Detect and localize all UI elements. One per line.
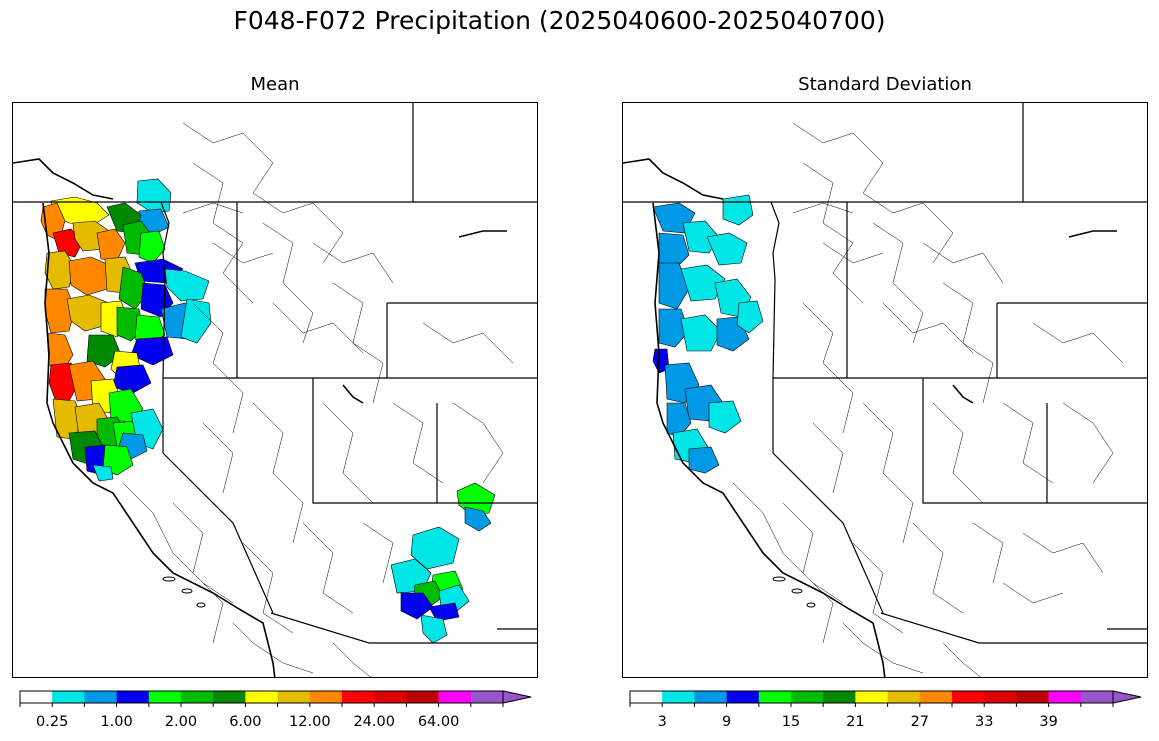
mean-colorbar-segment: [277, 691, 311, 703]
mean-colorbar-tick-label: 1.00: [100, 714, 132, 730]
stddev-colorbar-segment: [823, 691, 856, 703]
mean-colorbar-segment: [52, 691, 85, 703]
mean-colorbar-segment: [374, 691, 407, 703]
stddev-colorbar-segment: [1080, 691, 1114, 703]
mean-colorbar-tick-label: 24.00: [353, 714, 395, 730]
stddev-colorbar-segment: [758, 691, 792, 703]
stddev-colorbar-segment: [984, 691, 1017, 703]
figure-title: F048-F072 Precipitation (2025040600-2025…: [233, 6, 886, 35]
mean-colorbar-segment: [406, 691, 439, 703]
mean-colorbar-segment: [181, 691, 214, 703]
stddev-colorbar-segment: [919, 691, 953, 703]
mean-colorbar-outline: [19, 690, 504, 704]
mean-colorbar-extension: [502, 690, 532, 704]
stddev-colorbar-segment: [662, 691, 695, 703]
mean-colorbar-tick-label: 64.00: [418, 714, 460, 730]
stddev-colorbar-tick-label: 39: [1039, 714, 1057, 730]
mean-colorbar-segment: [148, 691, 182, 703]
stddev-colorbar-outline: [629, 690, 1114, 704]
stddev-colorbar-tick-label: 21: [846, 714, 864, 730]
mean-map: [12, 102, 538, 678]
stddev-colorbar-segment: [855, 691, 888, 703]
stddev-colorbar-tick-label: 15: [782, 714, 800, 730]
stddev-colorbar-tick-label: 33: [975, 714, 993, 730]
stddev-colorbar-segment: [726, 691, 760, 703]
stddev-colorbar-tick-label: 27: [911, 714, 929, 730]
stddev-colorbar-segment: [630, 691, 663, 703]
mean-basin-outlines: [122, 122, 514, 677]
mean-colorbar-segment: [470, 691, 504, 703]
stddev-colorbar-segment: [1048, 691, 1082, 703]
mean-colorbar-segment: [213, 691, 246, 703]
stddev-state-borders: [623, 103, 1147, 644]
mean-state-borders: [13, 103, 537, 644]
mean-colorbar-segment: [84, 691, 117, 703]
mean-colorbar-segment: [438, 691, 472, 703]
mean-colorbar-tick-label: 2.00: [165, 714, 197, 730]
stddev-coastline: [623, 158, 1117, 677]
stddev-colorbar-segment: [694, 691, 727, 703]
stddev-map: [622, 102, 1148, 678]
mean-colorbar-tick-label: 6.00: [229, 714, 261, 730]
mean-panel-title: Mean: [250, 74, 300, 95]
mean-colorbar-segment: [309, 691, 343, 703]
mean-colorbar-segment: [342, 691, 375, 703]
stddev-colorbar-tick-label: 9: [722, 714, 731, 730]
stddev-colorbar-extension: [1112, 690, 1142, 704]
mean-colorbar-segment: [116, 691, 150, 703]
mean-colorbar-tick-label: 0.25: [36, 714, 68, 730]
stddev-colorbar-segment: [952, 691, 985, 703]
stddev-colorbar-segment: [791, 691, 824, 703]
stddev-colorbar-tick-label: 3: [658, 714, 667, 730]
mean-precip-basins: [40, 178, 496, 644]
mean-map-canvas: [13, 103, 537, 677]
stddev-colorbar-segment: [1016, 691, 1049, 703]
stddev-islands: [772, 576, 816, 608]
mean-colorbar-segment: [20, 691, 53, 703]
stddev-colorbar: 3 9 15 21 27 33 39: [629, 689, 1142, 733]
stddev-basin-outlines: [732, 122, 1124, 677]
stddev-precip-basins: [652, 194, 764, 474]
stddev-map-canvas: [623, 103, 1147, 677]
mean-colorbar: 0.25 1.00 2.00 6.00 12.00 24.00 64.00: [19, 689, 532, 733]
mean-colorbar-segment: [245, 691, 278, 703]
mean-islands: [162, 576, 206, 608]
stddev-colorbar-segment: [887, 691, 921, 703]
stddev-panel-title: Standard Deviation: [798, 74, 972, 95]
mean-colorbar-tick-label: 12.00: [289, 714, 331, 730]
mean-coastline: [13, 158, 507, 677]
